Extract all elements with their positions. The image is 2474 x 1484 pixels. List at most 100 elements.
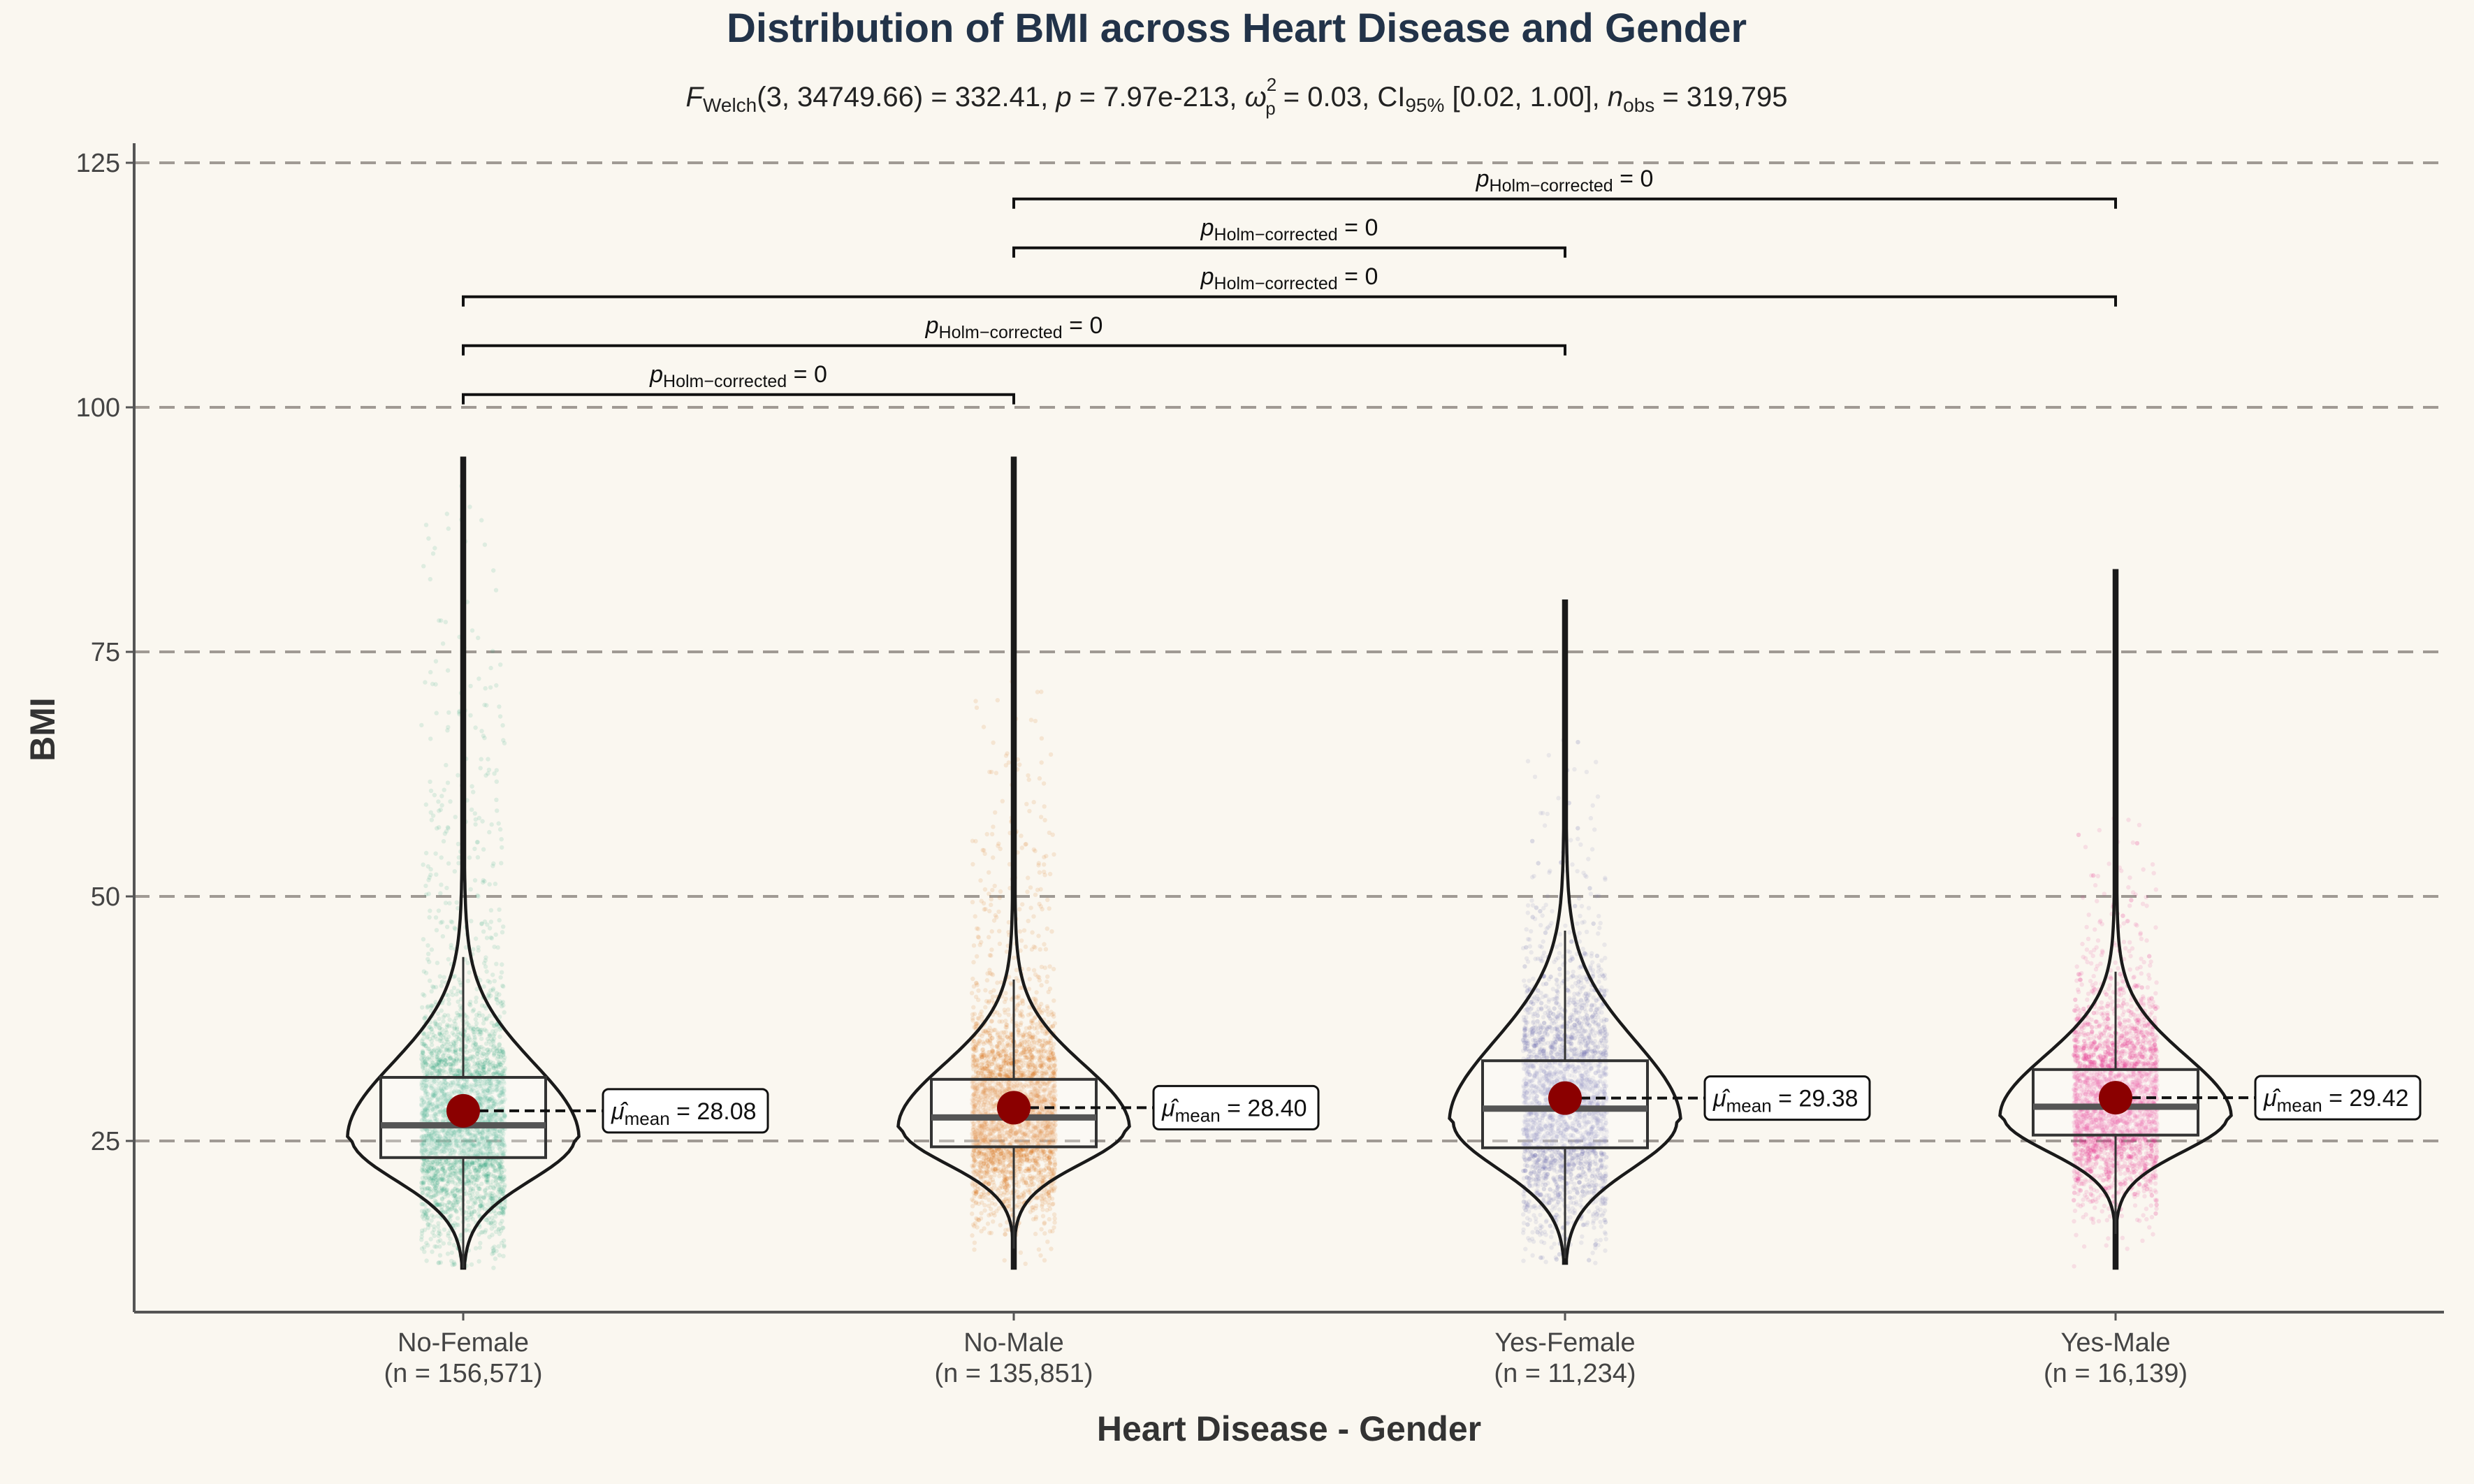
data-point xyxy=(427,1177,432,1181)
data-point xyxy=(488,1138,493,1143)
data-point xyxy=(420,1051,425,1056)
data-point xyxy=(422,1228,428,1232)
subtitle-omega-sup: 2 xyxy=(1267,74,1276,95)
data-point xyxy=(475,893,480,898)
data-point xyxy=(455,1200,460,1205)
data-point xyxy=(480,819,485,824)
data-point xyxy=(430,1065,435,1070)
data-point xyxy=(477,1065,483,1070)
data-point xyxy=(454,1010,460,1016)
data-point xyxy=(1031,914,1036,919)
data-point xyxy=(420,1191,425,1195)
data-point xyxy=(970,1163,975,1168)
data-point xyxy=(439,803,444,808)
data-point xyxy=(1049,1246,1054,1251)
data-point xyxy=(428,1145,433,1151)
data-point xyxy=(1003,1232,1008,1237)
data-point xyxy=(430,1181,435,1187)
data-point xyxy=(494,1063,499,1069)
data-point xyxy=(442,1186,446,1191)
data-point xyxy=(475,1055,480,1060)
data-point xyxy=(464,1084,470,1090)
subtitle-ci-sub: 95% xyxy=(1405,94,1444,116)
data-point xyxy=(479,518,484,523)
data-point xyxy=(481,929,486,934)
data-point xyxy=(488,1105,493,1110)
data-point xyxy=(436,1221,441,1226)
data-point xyxy=(430,1194,435,1200)
data-point xyxy=(466,1223,471,1228)
data-point xyxy=(419,1202,424,1207)
data-point xyxy=(483,1179,489,1184)
data-point xyxy=(488,1081,493,1086)
data-point xyxy=(445,824,451,830)
subtitle-f-sub: Welch xyxy=(703,94,757,116)
data-point xyxy=(419,1167,425,1172)
data-point xyxy=(997,929,1002,933)
data-point xyxy=(468,1026,474,1031)
data-point xyxy=(1042,942,1047,947)
data-point xyxy=(446,861,451,866)
data-point xyxy=(437,1049,443,1054)
data-point xyxy=(1045,897,1050,903)
data-point xyxy=(1045,974,1050,980)
data-point xyxy=(456,773,460,778)
data-point xyxy=(473,725,478,730)
data-point xyxy=(449,945,453,950)
data-point xyxy=(442,1058,448,1063)
data-point xyxy=(454,900,459,905)
data-point xyxy=(484,969,489,974)
data-point xyxy=(437,1202,442,1207)
data-point xyxy=(471,790,476,794)
data-point xyxy=(497,704,502,709)
data-point xyxy=(502,1097,508,1102)
data-point xyxy=(425,1165,430,1170)
data-point xyxy=(488,980,493,985)
data-point xyxy=(421,969,426,974)
data-point xyxy=(467,855,472,860)
data-point xyxy=(425,1070,430,1075)
data-point xyxy=(502,1113,507,1118)
data-point xyxy=(437,1137,442,1143)
data-point xyxy=(1033,718,1038,724)
data-point xyxy=(459,1149,464,1154)
data-point xyxy=(486,1049,491,1055)
comparison-label: pHolm−corrected = 0 xyxy=(1200,214,1378,245)
data-point xyxy=(982,1202,987,1208)
data-point xyxy=(419,1181,424,1186)
data-point xyxy=(472,1030,476,1035)
data-point xyxy=(429,1195,434,1200)
data-point xyxy=(473,1017,478,1022)
data-point xyxy=(431,1133,436,1137)
data-point xyxy=(490,1191,495,1196)
data-point xyxy=(420,1108,425,1113)
data-point xyxy=(490,1151,495,1157)
data-point xyxy=(454,1034,460,1040)
data-point xyxy=(493,1256,498,1261)
data-point xyxy=(472,846,477,852)
data-point xyxy=(432,1244,437,1249)
data-point xyxy=(432,1093,437,1098)
data-point xyxy=(450,1128,455,1133)
data-point xyxy=(432,1047,437,1052)
data-point xyxy=(465,1128,470,1133)
data-point xyxy=(474,1183,479,1188)
data-point xyxy=(430,813,436,818)
data-point xyxy=(422,1137,428,1143)
data-point xyxy=(474,1143,479,1148)
data-point xyxy=(481,984,486,989)
data-point xyxy=(483,1228,488,1233)
data-point xyxy=(449,943,453,947)
data-point xyxy=(427,1188,432,1193)
data-point xyxy=(484,1172,490,1177)
data-point xyxy=(476,1259,481,1264)
data-point xyxy=(425,1034,430,1039)
data-point xyxy=(482,1207,487,1212)
data-point xyxy=(494,1115,499,1121)
subtitle-omega-value: = 0.03, CI xyxy=(1276,82,1406,112)
data-point xyxy=(475,1091,480,1096)
data-point xyxy=(471,1186,476,1191)
data-point xyxy=(983,988,988,993)
data-point xyxy=(437,1228,442,1233)
data-point xyxy=(428,872,433,878)
